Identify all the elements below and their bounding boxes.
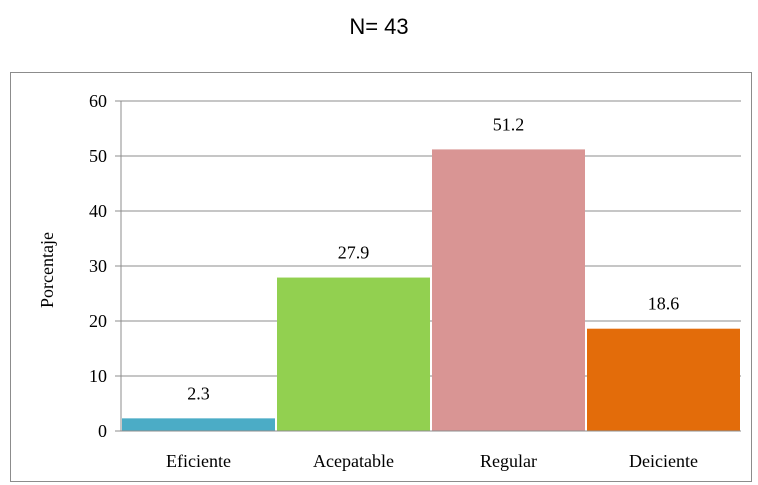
x-tick-label: Acepatable — [313, 451, 394, 471]
chart-caption: N= 43 — [349, 14, 409, 39]
data-label: 2.3 — [187, 383, 210, 403]
x-tick-label: Deiciente — [629, 451, 698, 471]
bar — [587, 328, 740, 431]
y-tick-label: 10 — [89, 366, 107, 386]
bar — [277, 277, 430, 431]
y-tick-label: 20 — [89, 311, 107, 331]
y-tick-label: 0 — [98, 421, 107, 441]
bar — [122, 418, 275, 431]
x-tick-label: Regular — [480, 451, 537, 471]
y-tick-label: 30 — [89, 256, 107, 276]
y-tick-label: 40 — [89, 201, 107, 221]
data-label: 27.9 — [338, 243, 370, 263]
y-axis-title: Porcentaje — [37, 232, 57, 308]
y-tick-label: 60 — [89, 91, 107, 111]
x-tick-label: Eficiente — [166, 451, 231, 471]
data-label: 18.6 — [648, 294, 680, 314]
chart-area — [10, 72, 752, 482]
bar — [432, 149, 585, 431]
y-tick-label: 50 — [89, 146, 107, 166]
data-label: 51.2 — [493, 114, 525, 134]
